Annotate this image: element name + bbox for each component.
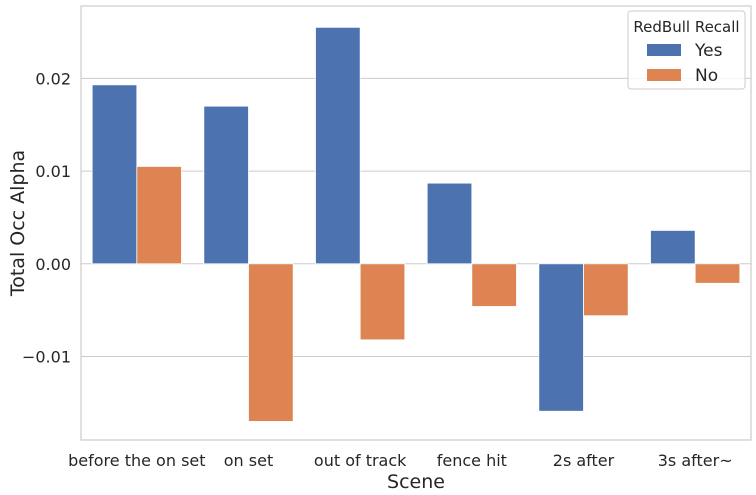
legend-title: RedBull Recall xyxy=(633,18,739,36)
legend-items: Yes No xyxy=(647,41,723,86)
bar-yes xyxy=(426,182,473,265)
bar-yes xyxy=(91,84,138,265)
y-axis-label: Total Occ Alpha xyxy=(7,150,29,297)
bar-no xyxy=(694,263,741,284)
bar-no xyxy=(248,263,294,422)
legend-swatch-yes xyxy=(647,44,681,56)
bar-no xyxy=(583,263,629,317)
y-tick-label: 0.00 xyxy=(35,255,71,274)
legend: RedBull Recall Yes No xyxy=(627,10,746,90)
bar-no xyxy=(136,166,182,265)
x-tick-label: on set xyxy=(224,451,273,470)
bar-yes xyxy=(315,26,361,265)
bar-yes xyxy=(203,105,249,265)
x-tick-label: 2s after xyxy=(553,451,615,470)
bars xyxy=(91,26,741,422)
y-tick-label: −0.01 xyxy=(22,348,71,367)
legend-swatch-no xyxy=(647,69,681,81)
y-tick-label: 0.01 xyxy=(35,162,71,181)
x-tick-label: out of track xyxy=(314,451,407,470)
x-tick-label: before the on set xyxy=(68,451,205,470)
legend-label-no: No xyxy=(695,66,718,86)
x-tick-label: fence hit xyxy=(437,451,507,470)
y-tick-label: 0.02 xyxy=(35,69,71,88)
x-axis-ticks: before the on set on set out of track fence… xyxy=(68,451,732,470)
bar-yes xyxy=(538,263,584,412)
x-tick-label: 3s after~ xyxy=(658,451,733,470)
y-axis-ticks: −0.01 0.00 0.01 0.02 xyxy=(22,69,71,366)
x-axis-label: Scene xyxy=(387,471,445,493)
bar-no xyxy=(471,263,517,307)
bar-no xyxy=(359,263,406,341)
legend-label-yes: Yes xyxy=(694,41,723,61)
bar-yes xyxy=(650,230,696,265)
plot-frame xyxy=(80,5,752,441)
